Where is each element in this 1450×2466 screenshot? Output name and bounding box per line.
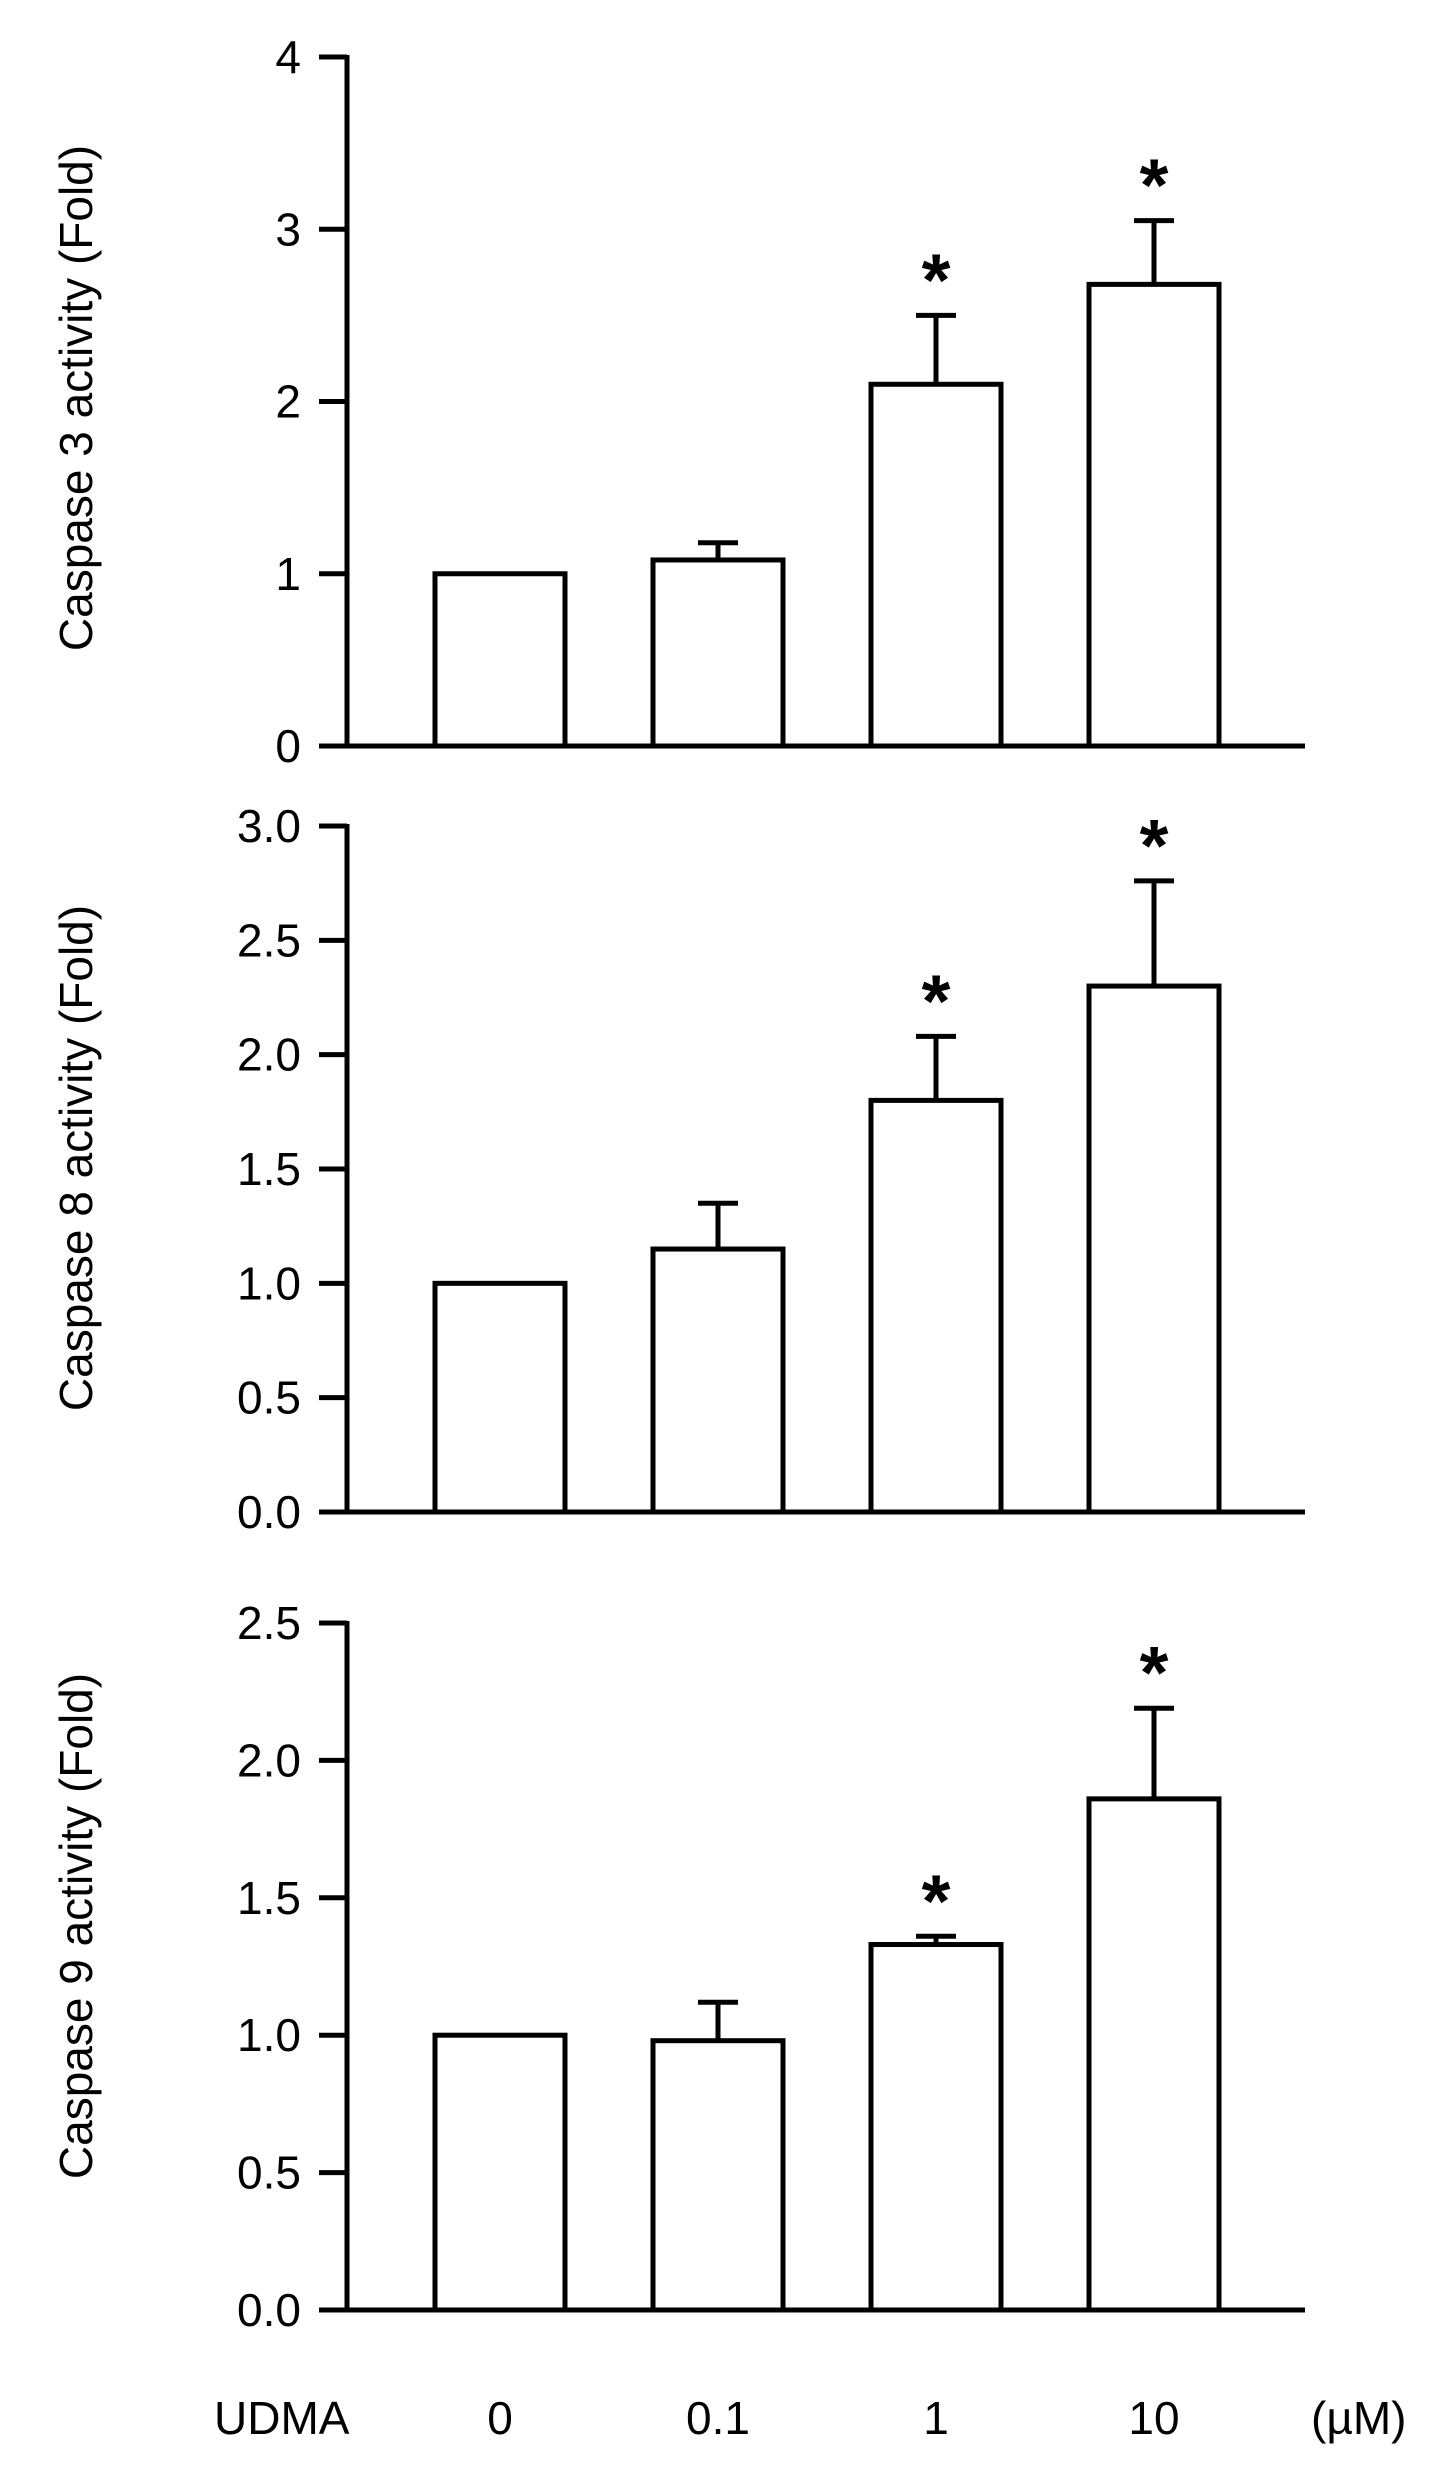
caspase-9-panel: Caspase 9 activity (Fold) * * 0.0 0.5 1.0 1.… bbox=[50, 1597, 1305, 2336]
y-tick-label: 3.0 bbox=[237, 800, 301, 852]
significance-marker: * bbox=[1140, 144, 1169, 227]
bar-1 bbox=[868, 1097, 1004, 1515]
significance-marker: * bbox=[922, 1859, 951, 1942]
bar-0 bbox=[432, 571, 568, 749]
x-tick-label: 1 bbox=[923, 2392, 949, 2444]
bar-10 bbox=[1086, 1796, 1222, 2313]
x-unit-label: (µM) bbox=[1311, 2392, 1406, 2444]
bar-10 bbox=[1086, 281, 1222, 749]
x-tick-label: 0.1 bbox=[686, 2392, 750, 2444]
bar-1 bbox=[868, 1942, 1004, 2313]
bar-0 bbox=[432, 1280, 568, 1515]
significance-marker: * bbox=[922, 959, 951, 1042]
caspase-9-y-axis-label: Caspase 9 activity (Fold) bbox=[50, 1673, 102, 2179]
y-tick-label: 1.5 bbox=[237, 1872, 301, 1924]
caspase-3-y-axis-label: Caspase 3 activity (Fold) bbox=[50, 145, 102, 651]
y-tick-label: 1.0 bbox=[237, 2009, 301, 2061]
caspase-8-panel: Caspase 8 activity (Fold) * * 0.0 0.5 1.0 1.… bbox=[50, 800, 1305, 1538]
y-tick-label: 0.0 bbox=[237, 2284, 301, 2336]
bar-0-1 bbox=[650, 2038, 786, 2313]
bar-0-1 bbox=[650, 1246, 786, 1515]
y-tick-label: 0.0 bbox=[237, 1486, 301, 1538]
y-tick-label: 4 bbox=[275, 31, 301, 83]
bar-0-1 bbox=[650, 557, 786, 749]
y-tick-label: 0 bbox=[275, 720, 301, 772]
significance-marker: * bbox=[922, 238, 951, 321]
caspase-3-panel: Caspase 3 activity (Fold) * * 0 1 2 3 4 bbox=[50, 31, 1305, 772]
y-tick-label: 2.0 bbox=[237, 1029, 301, 1081]
bar-1 bbox=[868, 381, 1004, 749]
y-tick-label: 0.5 bbox=[237, 1372, 301, 1424]
y-tick-label: 2.0 bbox=[237, 1734, 301, 1786]
x-prefix-label: UDMA bbox=[214, 2392, 350, 2444]
y-tick-label: 1.5 bbox=[237, 1143, 301, 1195]
y-tick-label: 2 bbox=[275, 376, 301, 428]
significance-marker: * bbox=[1140, 804, 1169, 887]
y-tick-label: 0.5 bbox=[237, 2147, 301, 2199]
caspase-8-y-axis-label: Caspase 8 activity (Fold) bbox=[50, 905, 102, 1411]
x-tick-label: 10 bbox=[1128, 2392, 1179, 2444]
y-tick-label: 2.5 bbox=[237, 1597, 301, 1649]
y-tick-label: 1.0 bbox=[237, 1257, 301, 1309]
significance-marker: * bbox=[1140, 1631, 1169, 1714]
bar-10 bbox=[1086, 983, 1222, 1515]
y-tick-label: 1 bbox=[275, 548, 301, 600]
x-tick-label: 0 bbox=[487, 2392, 513, 2444]
y-tick-label: 2.5 bbox=[237, 914, 301, 966]
y-tick-label: 3 bbox=[275, 203, 301, 255]
bar-0 bbox=[432, 2032, 568, 2313]
x-category-labels: 0 0.1 1 10 bbox=[487, 2392, 1179, 2444]
